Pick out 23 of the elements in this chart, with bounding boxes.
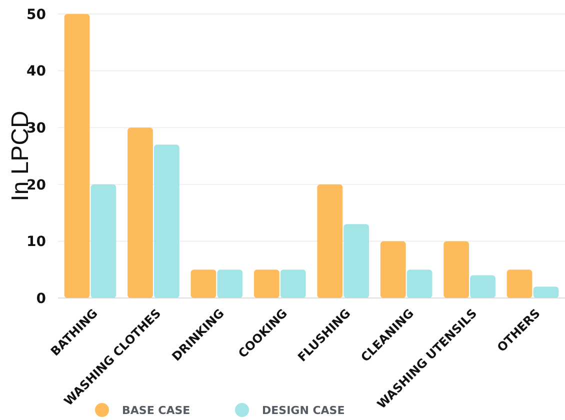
bar [380,241,406,298]
y-tick-label: 50 [26,6,46,23]
bar [90,184,116,298]
bar [533,286,559,298]
bar [444,241,470,298]
y-tick-label: 0 [36,290,46,307]
bar [470,275,496,298]
bar [406,270,432,298]
y-tick-label: 10 [26,234,46,250]
bar [217,270,243,298]
bar [344,224,370,298]
bar [64,14,90,298]
bar [190,270,216,298]
bar [506,270,532,298]
bar [317,184,343,298]
legend-label: DESIGN CASE [262,404,345,417]
bar [128,128,153,298]
bar [154,144,180,298]
y-tick-label: 40 [26,64,46,80]
legend-label: BASE CASE [122,404,190,417]
bar [254,270,280,298]
bar [280,270,306,298]
y-tick-label: 20 [26,177,46,194]
